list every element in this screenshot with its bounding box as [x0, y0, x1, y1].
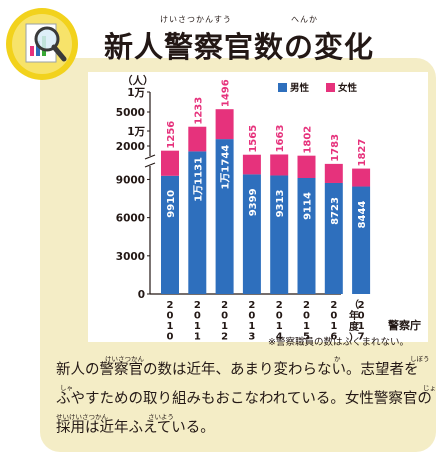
legend-swatch-1: [326, 83, 335, 92]
chart-area: 0 3000 6000 9000 2000 1万 5000 1万 （人） 男性 女性 9910 1256…: [88, 72, 428, 344]
bar-label-male: 9313: [275, 190, 286, 218]
bar-male: [352, 186, 371, 294]
x-tick-label-char: 7: [358, 332, 365, 343]
x-tick-label-char: 2: [167, 300, 174, 311]
body-paragraph: 新人の警察官の数は近年、あまり変わらない。志望者をふやすための取り組みもおこなわ…: [56, 362, 432, 436]
bar-female: [242, 154, 261, 175]
x-tick-label-char: 3: [248, 332, 255, 343]
legend-label-1: 女性: [338, 82, 358, 94]
source-label: 警察庁: [388, 319, 421, 332]
bar-label-female: 1783: [330, 134, 341, 162]
x-tick-label-char: 0: [303, 311, 310, 322]
y-tick-label: 0: [138, 289, 145, 301]
x-tick-label-char: 5: [303, 332, 310, 343]
x-tick-label-char: 6: [330, 332, 337, 343]
x-tick-label-char: 0: [221, 311, 228, 322]
x-tick-label-char: 1: [194, 321, 201, 332]
axis-break-mark-top: [144, 154, 156, 160]
x-tick-label-char: 1: [358, 321, 365, 332]
bar-label-male: 9114: [303, 192, 314, 220]
x-tick-label-char: 1: [276, 321, 283, 332]
y-tick-label: 5000: [116, 107, 145, 119]
x-tick-label-char: 2: [221, 332, 228, 343]
title-ruby-keisatsukansuu: けいさつかんすう: [160, 15, 232, 24]
bar-label-female: 1565: [248, 125, 259, 153]
bar-label-female: 1663: [275, 125, 286, 153]
bar-male: [161, 175, 179, 294]
bar-male: [270, 175, 289, 294]
bar-label-female: 1256: [166, 121, 177, 149]
y-tick-label: 2000: [116, 141, 145, 153]
bar-male: [324, 182, 343, 294]
y-axis-unit: （人）: [122, 74, 154, 87]
y-tick-label: 1万: [127, 87, 145, 99]
x-tick-label-char: 2: [248, 300, 255, 311]
bar-label-male: 1万1131: [192, 157, 204, 202]
y-tick-label: 3000: [116, 251, 145, 263]
x-tick-label-char: 2: [221, 300, 228, 311]
page-title: 新人警察官数の変化: [104, 30, 375, 64]
legend-label-0: 男性: [290, 82, 310, 94]
x-tick-label-char: 0: [167, 332, 174, 343]
bar-female: [324, 163, 343, 183]
x-tick-label-char: 1: [330, 321, 337, 332]
bar-label-male: 8723: [330, 197, 341, 225]
x-tick-label-char: 2: [194, 300, 201, 311]
bar-label-female: 1802: [303, 126, 314, 154]
bar-male: [215, 139, 234, 294]
y-tick-label: 1万: [127, 126, 145, 138]
bar-label-female: 1496: [221, 79, 232, 107]
bar-male: [297, 178, 316, 294]
x-axis-unit-char: 年: [349, 309, 359, 322]
bar-label-male: 1万1744: [220, 145, 232, 190]
x-axis-unit-char: ）: [349, 331, 359, 342]
axis-break-mark-bottom: [144, 162, 156, 168]
x-tick-label-char: 0: [358, 311, 365, 322]
x-tick-label-char: 0: [167, 311, 174, 322]
bar-male: [188, 151, 207, 294]
x-tick-label-char: 1: [303, 321, 310, 332]
bar-female: [297, 155, 316, 179]
report-magnifier-icon: [4, 6, 80, 82]
bar-label-male: 9910: [166, 190, 177, 218]
bar-female: [188, 126, 207, 152]
x-tick-label-char: 1: [248, 321, 255, 332]
x-tick-label-char: 2: [303, 300, 310, 311]
bar-label-female: 1233: [193, 97, 204, 125]
footnote: ※警察職員の数はふくまれない。: [268, 337, 409, 348]
bar-male: [242, 174, 261, 294]
legend-swatch-0: [278, 83, 287, 92]
x-tick-label-char: 0: [330, 311, 337, 322]
bar-female: [215, 109, 234, 140]
x-tick-label-char: 1: [221, 321, 228, 332]
x-tick-label-char: 0: [276, 311, 283, 322]
x-axis-unit-char: 度: [349, 320, 360, 333]
title-ruby-henka: へんか: [291, 15, 318, 24]
bar-female: [352, 168, 371, 187]
x-tick-label-char: 0: [248, 311, 255, 322]
bar-label-male: 8444: [357, 201, 368, 229]
x-tick-label-char: 0: [194, 311, 201, 322]
bar-label-female: 1827: [357, 139, 368, 167]
x-tick-label-char: 1: [167, 321, 174, 332]
y-tick-label: 6000: [116, 213, 145, 225]
y-tick-label: 9000: [116, 174, 145, 186]
bar-female: [161, 150, 179, 176]
x-tick-label-char: 4: [276, 332, 283, 343]
x-tick-label-char: 2: [358, 300, 365, 311]
x-tick-label-char: 2: [330, 300, 337, 311]
x-tick-label-char: 1: [194, 332, 201, 343]
x-tick-label-char: 2: [276, 300, 283, 311]
bar-label-male: 9399: [248, 188, 259, 216]
bar-female: [270, 154, 289, 176]
x-axis-unit-char: （: [349, 298, 359, 311]
